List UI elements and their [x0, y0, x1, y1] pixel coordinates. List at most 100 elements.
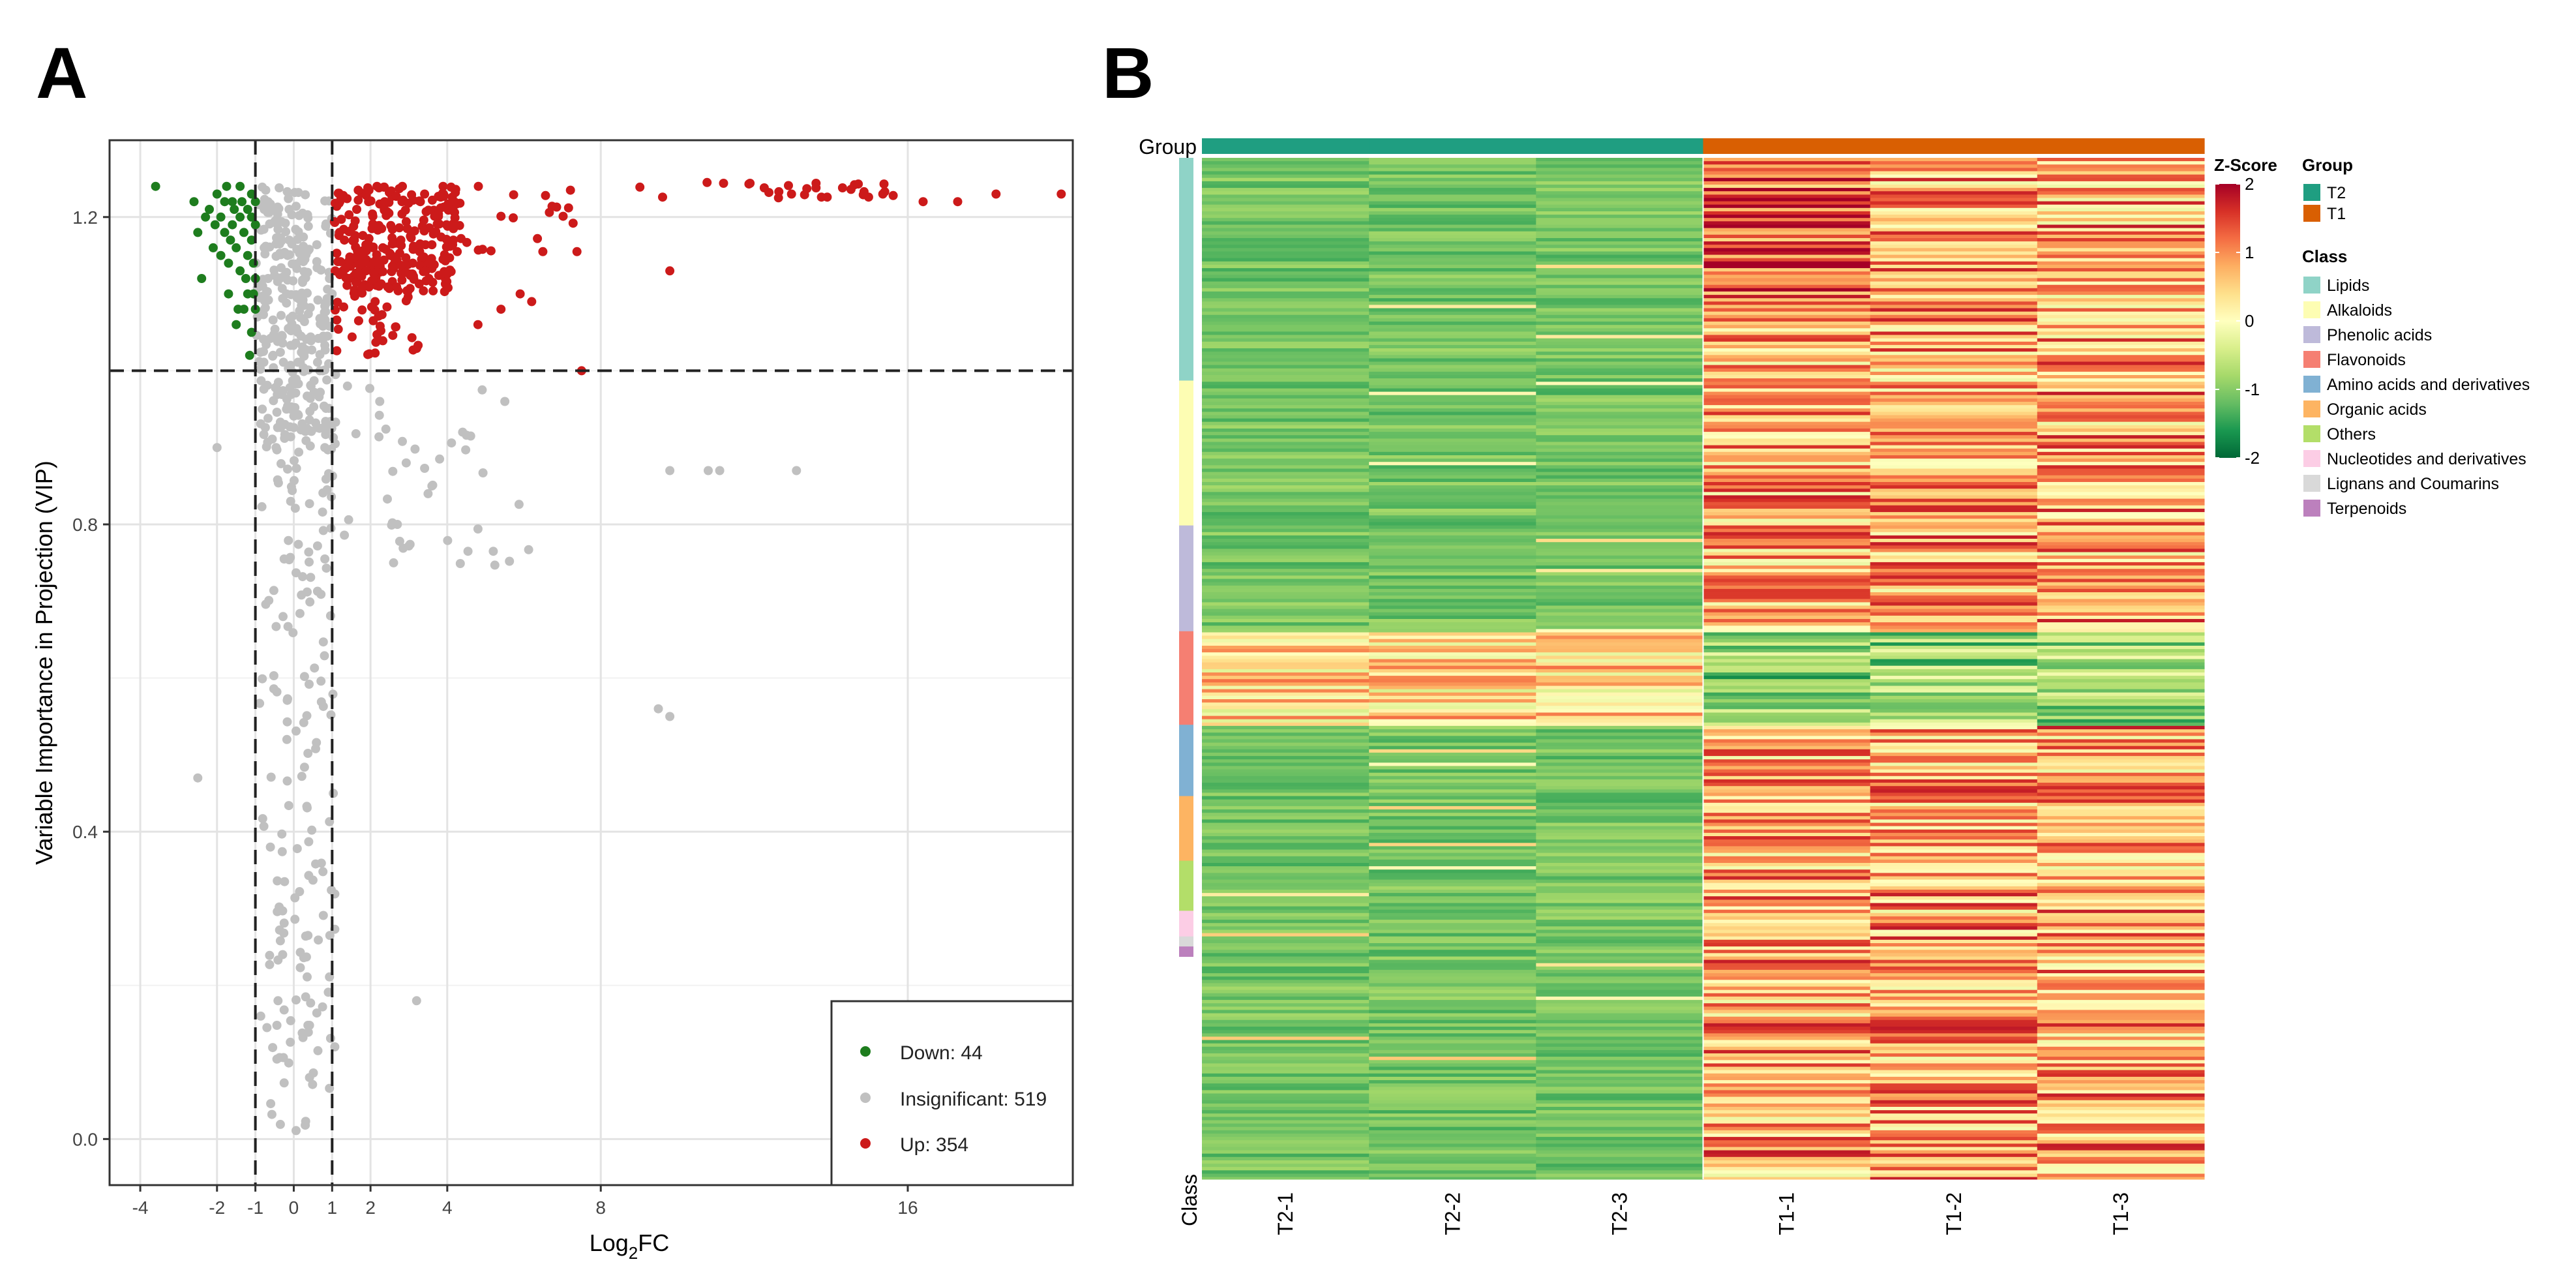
heatmap-cell	[1536, 459, 1703, 462]
heatmap-cell	[1536, 939, 1703, 944]
heatmap-cell	[2037, 261, 2205, 265]
heatmap-cell	[1369, 245, 1536, 249]
heatmap-cell	[1703, 241, 1871, 245]
heatmap-cell	[1369, 1177, 1536, 1180]
point-up	[451, 198, 460, 207]
heatmap-cell	[1369, 472, 1536, 476]
heatmap-cell	[1870, 335, 2038, 339]
heatmap-cell	[1536, 1016, 1703, 1021]
heatmap-cell	[2037, 969, 2205, 974]
heatmap-cell	[1703, 248, 1871, 252]
class-legend-swatch	[2303, 326, 2320, 343]
heatmap-cell	[1536, 689, 1703, 693]
heatmap-cell	[1703, 619, 1871, 623]
point-insignificant	[260, 249, 270, 259]
point-insignificant	[405, 539, 415, 549]
heatmap-cell	[1703, 732, 1871, 736]
point-up	[434, 209, 443, 219]
point-insignificant	[312, 1008, 322, 1018]
heatmap-cell	[1870, 348, 2038, 352]
point-up	[392, 282, 402, 292]
point-down	[224, 258, 233, 268]
heatmap-cell	[1703, 579, 1871, 583]
heatmap-cell	[1369, 869, 1536, 873]
heatmap-cell	[1536, 846, 1703, 851]
column-label: T1-1	[1775, 1192, 1799, 1235]
heatmap-cell	[1202, 876, 1370, 881]
heatmap-cell	[1202, 1177, 1370, 1180]
heatmap-cell	[1870, 545, 2038, 549]
heatmap-cell	[1369, 278, 1536, 282]
heatmap-cell	[1202, 856, 1370, 860]
point-insignificant	[381, 424, 391, 434]
point-insignificant	[665, 466, 675, 475]
heatmap-cell	[1870, 572, 2038, 576]
heatmap-cell	[1369, 863, 1536, 867]
point-insignificant	[318, 637, 328, 647]
point-insignificant	[263, 414, 273, 423]
heatmap-cell	[1369, 826, 1536, 830]
point-insignificant	[314, 392, 324, 402]
heatmap-cell	[1703, 599, 1871, 603]
heatmap-cell	[1703, 809, 1871, 813]
heatmap-cell	[1369, 445, 1536, 449]
point-insignificant	[322, 375, 332, 385]
heatmap-cell	[1870, 706, 2038, 710]
heatmap-cell	[1369, 489, 1536, 492]
heatmap-cell	[1369, 582, 1536, 586]
heatmap-cell	[1703, 659, 1871, 663]
heatmap-cell	[2037, 308, 2205, 312]
heatmap-cell	[1369, 331, 1536, 336]
group-annotation-bar	[1202, 138, 2205, 154]
point-up	[744, 179, 754, 189]
heatmap-cell	[1369, 896, 1536, 900]
heatmap-cell	[1703, 575, 1871, 580]
heatmap-cell	[1369, 391, 1536, 396]
heatmap-cell	[2037, 271, 2205, 275]
heatmap-cell	[2037, 1010, 2205, 1014]
heatmap-cell	[1703, 542, 1871, 546]
point-insignificant	[455, 559, 465, 568]
heatmap-cell	[1536, 368, 1703, 372]
heatmap-cell	[2037, 221, 2205, 225]
heatmap-cell	[1870, 1027, 2038, 1031]
heatmap-cell	[2037, 284, 2205, 289]
heatmap-cell	[1870, 489, 2038, 492]
point-up	[434, 271, 443, 280]
heatmap-cell	[1870, 856, 2038, 860]
point-up	[635, 182, 645, 192]
heatmap-cell	[1202, 158, 1370, 162]
heatmap-cell	[1703, 375, 1871, 379]
heatmap-cell	[1202, 933, 1370, 937]
heatmap-cell	[1536, 625, 1703, 629]
heatmap-cell	[1369, 322, 1536, 325]
heatmap-cell	[1870, 1126, 2038, 1131]
heatmap-cell	[1369, 311, 1536, 316]
heatmap-cell	[2037, 234, 2205, 239]
heatmap-cell	[1703, 926, 1871, 930]
volcano-plot-frame	[108, 139, 1074, 1186]
heatmap-cell	[2037, 475, 2205, 479]
heatmap-cell	[1536, 542, 1703, 546]
heatmap-cell	[2037, 752, 2205, 757]
heatmap-cell	[2037, 609, 2205, 613]
heatmap-cell	[1369, 936, 1536, 941]
heatmap-cell	[1536, 502, 1703, 506]
heatmap-cell	[1703, 525, 1871, 530]
point-insignificant	[292, 1126, 301, 1136]
heatmap-cell	[1369, 348, 1536, 352]
heatmap-cell	[1870, 1164, 2038, 1168]
heatmap-cell	[1703, 1177, 1871, 1180]
heatmap-cell	[2037, 1107, 2205, 1111]
heatmap-cell	[1703, 665, 1871, 670]
heatmap-cell	[1369, 475, 1536, 479]
heatmap-cell	[1536, 799, 1703, 804]
heatmap-cell	[1536, 716, 1703, 720]
heatmap-cell	[1202, 408, 1370, 412]
heatmap-cell	[1202, 939, 1370, 944]
heatmap-cell	[1202, 652, 1370, 656]
heatmap-cell	[1703, 789, 1871, 793]
heatmap-cell	[1870, 612, 2038, 616]
point-insignificant	[284, 535, 293, 545]
point-up	[368, 268, 378, 278]
